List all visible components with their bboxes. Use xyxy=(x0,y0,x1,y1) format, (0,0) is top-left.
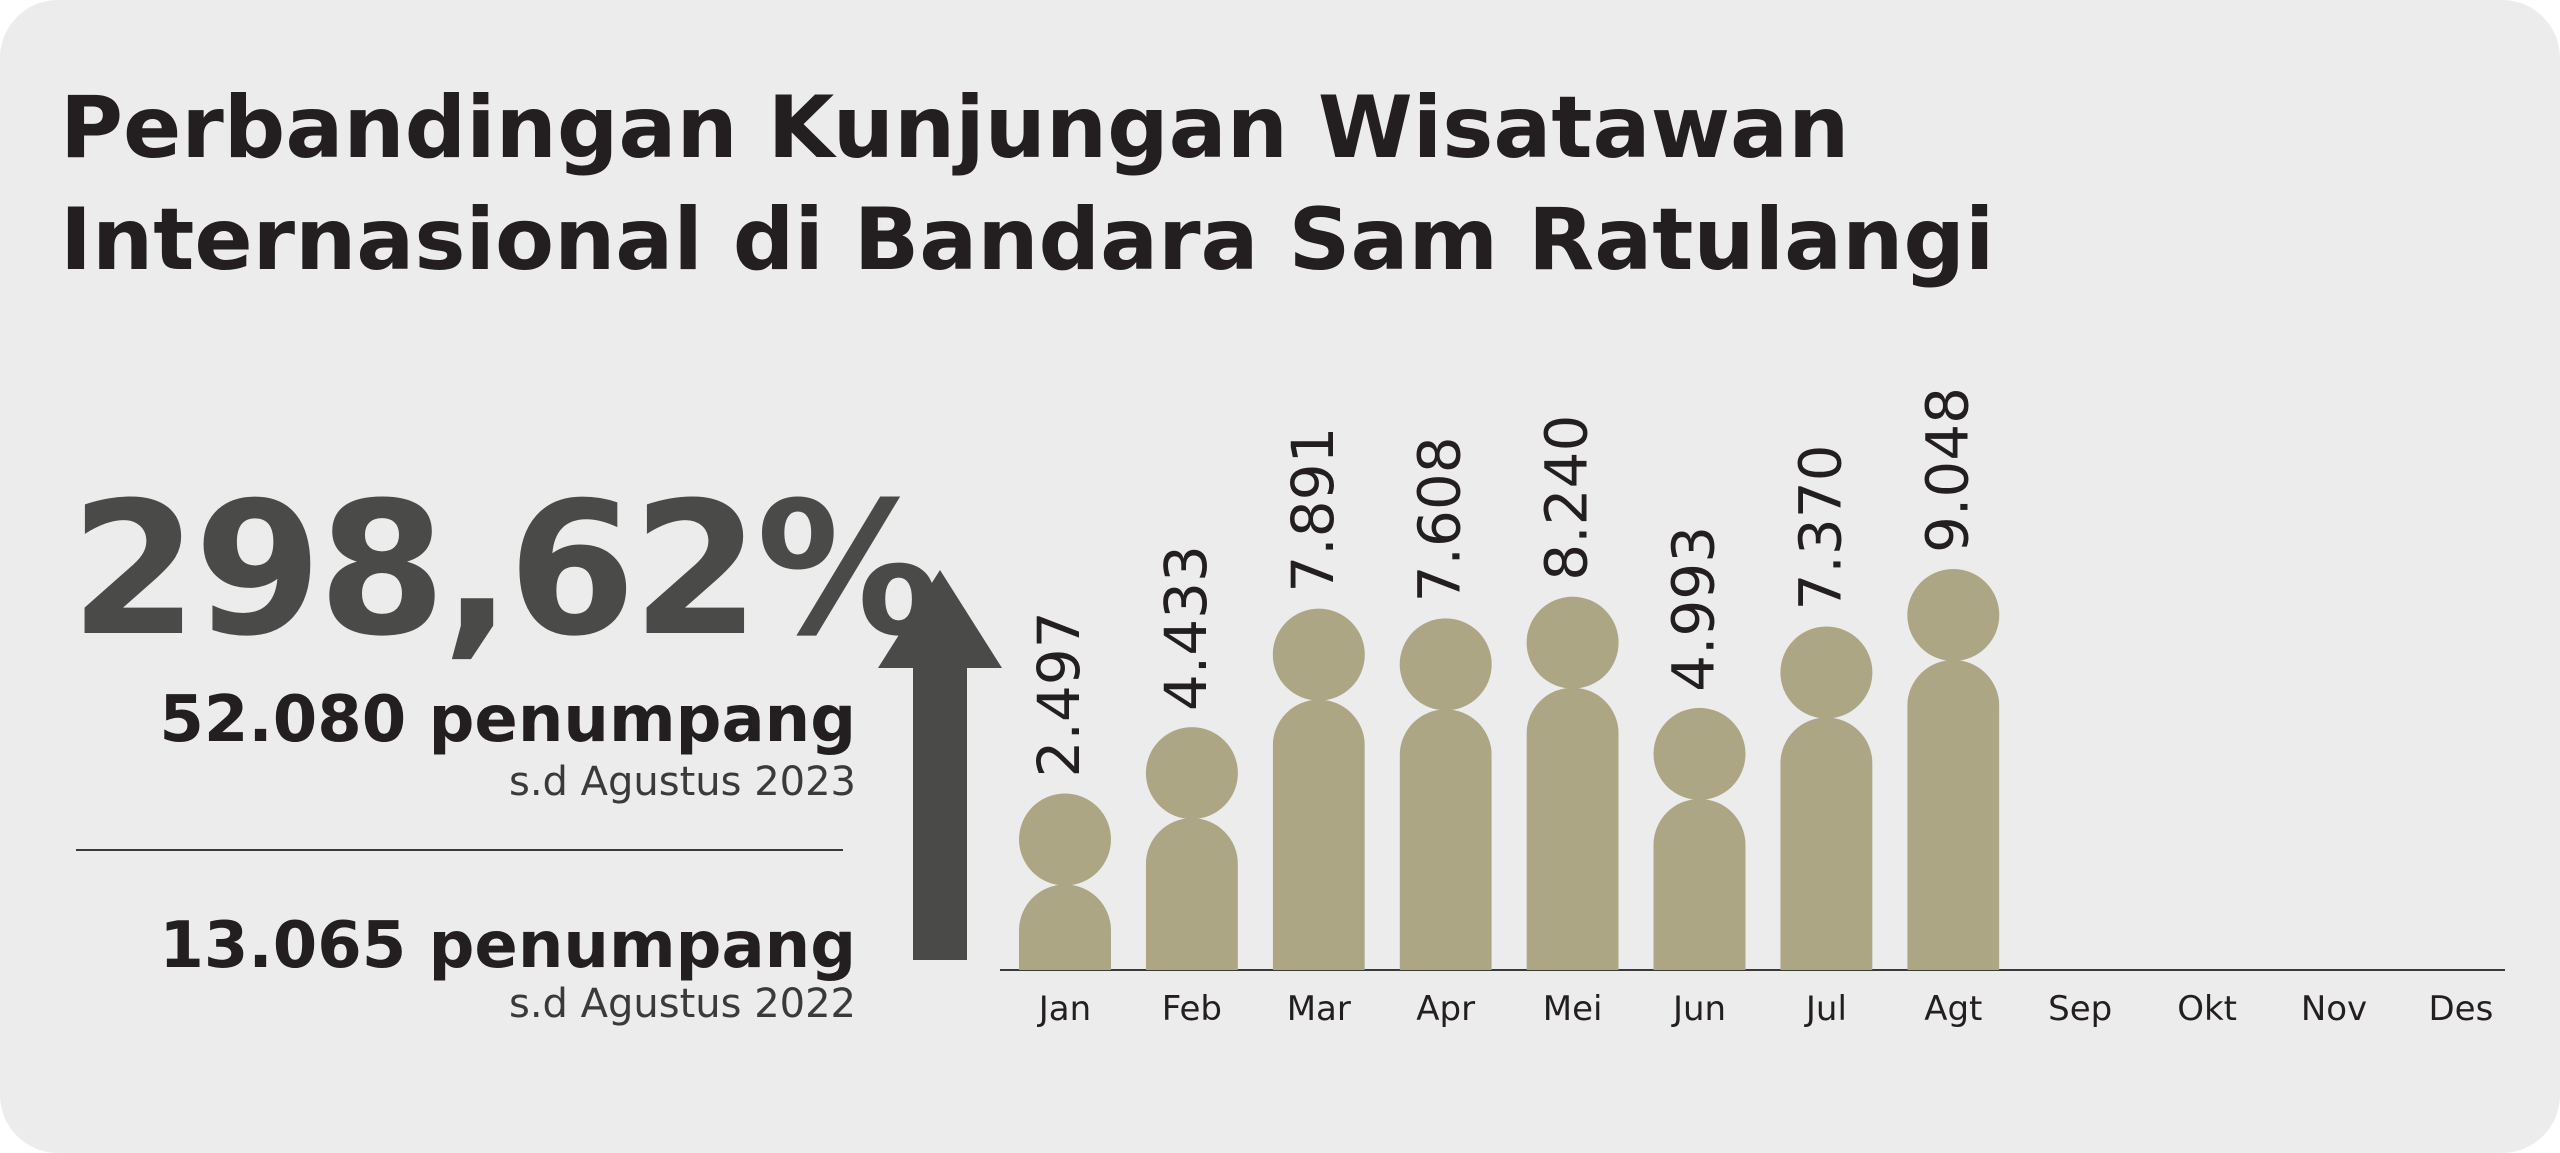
value-label-jun: 4.993 xyxy=(1660,526,1728,692)
x-tick-mar: Mar xyxy=(1287,989,1351,1029)
bar-head-jun xyxy=(1653,707,1746,800)
value-label-mei: 8.240 xyxy=(1533,415,1601,581)
x-tick-mei: Mei xyxy=(1543,989,1603,1029)
bar-body-jun xyxy=(1653,798,1746,970)
x-tick-sep: Sep xyxy=(2048,989,2112,1029)
bar-head-apr xyxy=(1399,618,1492,711)
x-tick-nov: Nov xyxy=(2301,989,2367,1029)
bar-head-feb xyxy=(1145,727,1238,820)
bar-head-mei xyxy=(1526,596,1619,689)
title-line-2: Internasional di Bandara Sam Ratulangi xyxy=(60,190,1995,290)
summary-divider xyxy=(76,849,843,851)
bar-body-feb xyxy=(1145,818,1238,971)
current-passenger-count: 52.080 penumpang xyxy=(159,683,856,757)
bar-head-agt xyxy=(1907,569,2000,661)
x-tick-des: Des xyxy=(2428,989,2493,1029)
value-label-jul: 7.370 xyxy=(1786,444,1854,610)
x-tick-feb: Feb xyxy=(1162,989,1222,1029)
bar-head-jan xyxy=(1019,793,1111,886)
previous-period-note: s.d Agustus 2022 xyxy=(509,981,856,1027)
x-tick-jul: Jul xyxy=(1804,989,1847,1029)
bar-jan xyxy=(1019,793,1111,970)
title-line-1: Perbandingan Kunjungan Wisatawan xyxy=(60,78,1850,178)
x-tick-jun: Jun xyxy=(1671,989,1726,1029)
current-period-note: s.d Agustus 2023 xyxy=(509,759,856,805)
monthly-visitors-chart: 2.497 4.433 7.891 7.608 8.240 4.993 7.370 9.048… xyxy=(1000,387,2505,1029)
bar-body-mar xyxy=(1272,699,1365,970)
x-tick-apr: Apr xyxy=(1416,989,1475,1029)
bar-body-apr xyxy=(1399,709,1492,970)
bar-apr xyxy=(1399,618,1492,970)
bar-mei xyxy=(1526,596,1619,970)
x-tick-agt: Agt xyxy=(1924,989,1982,1029)
bar-body-jan xyxy=(1019,884,1111,970)
growth-percent: 298,62% xyxy=(70,463,940,677)
bar-body-agt xyxy=(1907,660,2000,970)
bar-body-mei xyxy=(1526,687,1619,970)
bar-agt xyxy=(1907,569,2000,970)
value-label-jan: 2.497 xyxy=(1025,611,1093,777)
bar-head-mar xyxy=(1272,608,1365,701)
bar-head-jul xyxy=(1780,626,1873,719)
x-tick-jan: Jan xyxy=(1037,989,1091,1029)
value-label-mar: 7.891 xyxy=(1279,427,1347,593)
bar-mar xyxy=(1272,608,1365,970)
bar-feb xyxy=(1145,727,1238,971)
value-label-agt: 9.048 xyxy=(1913,387,1981,553)
value-label-feb: 4.433 xyxy=(1152,545,1220,711)
page-title: Perbandingan Kunjungan Wisatawan Interna… xyxy=(60,72,1994,296)
up-arrow-icon xyxy=(878,570,1002,960)
value-label-apr: 7.608 xyxy=(1406,436,1474,602)
x-tick-okt: Okt xyxy=(2177,989,2237,1029)
bar-jun xyxy=(1653,707,1746,970)
bar-body-jul xyxy=(1780,717,1873,970)
previous-passenger-count: 13.065 penumpang xyxy=(159,909,856,983)
bar-jul xyxy=(1780,626,1873,970)
